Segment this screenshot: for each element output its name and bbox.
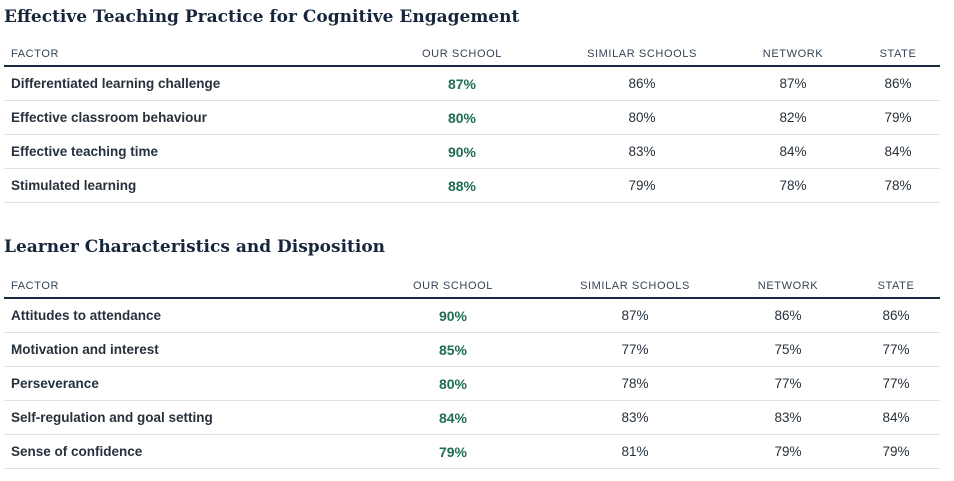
header-network: NETWORK xyxy=(730,43,856,67)
teaching-practice-table: FACTOR OUR SCHOOL SIMILAR SCHOOLS NETWOR… xyxy=(4,43,940,203)
table-row: Self-regulation and goal setting 84% 83%… xyxy=(4,400,940,435)
table-row: Stimulated learning 88% 79% 78% 78% xyxy=(4,168,940,203)
state-cell: 79% xyxy=(856,100,940,135)
table-row: Perseverance 80% 78% 77% 77% xyxy=(4,366,940,401)
our-school-cell: 88% xyxy=(370,168,554,203)
table-header-row: FACTOR OUR SCHOOL SIMILAR SCHOOLS NETWOR… xyxy=(4,43,940,67)
table-header-row: FACTOR OUR SCHOOL SIMILAR SCHOOLS NETWOR… xyxy=(4,275,940,299)
factor-cell: Attitudes to attendance xyxy=(4,298,360,333)
our-school-cell: 90% xyxy=(360,298,546,333)
similar-schools-cell: 80% xyxy=(554,100,730,135)
our-school-cell: 80% xyxy=(360,366,546,401)
header-factor: FACTOR xyxy=(4,43,370,67)
table-row: Motivation and interest 85% 77% 75% 77% xyxy=(4,332,940,367)
our-school-cell: 87% xyxy=(370,66,554,101)
network-cell: 82% xyxy=(730,100,856,135)
network-cell: 79% xyxy=(724,434,852,469)
network-cell: 87% xyxy=(730,66,856,101)
state-cell: 77% xyxy=(852,332,940,367)
table-row: Sense of confidence 79% 81% 79% 79% xyxy=(4,434,940,469)
header-similar-schools: SIMILAR SCHOOLS xyxy=(546,275,724,299)
state-cell: 84% xyxy=(852,400,940,435)
factor-cell: Motivation and interest xyxy=(4,332,360,367)
similar-schools-cell: 77% xyxy=(546,332,724,367)
similar-schools-cell: 87% xyxy=(546,298,724,333)
header-factor: FACTOR xyxy=(4,275,360,299)
state-cell: 84% xyxy=(856,134,940,169)
similar-schools-cell: 78% xyxy=(546,366,724,401)
header-similar-schools: SIMILAR SCHOOLS xyxy=(554,43,730,67)
factor-cell: Perseverance xyxy=(4,366,360,401)
our-school-cell: 79% xyxy=(360,434,546,469)
factor-cell: Differentiated learning challenge xyxy=(4,66,370,101)
table-row: Attitudes to attendance 90% 87% 86% 86% xyxy=(4,298,940,333)
similar-schools-cell: 86% xyxy=(554,66,730,101)
header-network: NETWORK xyxy=(724,275,852,299)
network-cell: 77% xyxy=(724,366,852,401)
table-row: Differentiated learning challenge 87% 86… xyxy=(4,66,940,101)
header-state: STATE xyxy=(852,275,940,299)
state-cell: 77% xyxy=(852,366,940,401)
similar-schools-cell: 81% xyxy=(546,434,724,469)
teaching-practice-section: Effective Teaching Practice for Cognitiv… xyxy=(4,6,940,203)
factor-cell: Sense of confidence xyxy=(4,434,360,469)
section-title: Effective Teaching Practice for Cognitiv… xyxy=(4,7,520,27)
state-cell: 86% xyxy=(856,66,940,101)
network-cell: 86% xyxy=(724,298,852,333)
similar-schools-cell: 83% xyxy=(546,400,724,435)
similar-schools-cell: 83% xyxy=(554,134,730,169)
state-cell: 79% xyxy=(852,434,940,469)
our-school-cell: 90% xyxy=(370,134,554,169)
similar-schools-cell: 79% xyxy=(554,168,730,203)
network-cell: 75% xyxy=(724,332,852,367)
factor-cell: Stimulated learning xyxy=(4,168,370,203)
network-cell: 84% xyxy=(730,134,856,169)
our-school-cell: 84% xyxy=(360,400,546,435)
header-our-school: OUR SCHOOL xyxy=(360,275,546,299)
learner-characteristics-section: Learner Characteristics and Disposition … xyxy=(4,236,940,469)
header-state: STATE xyxy=(856,43,940,67)
state-cell: 78% xyxy=(856,168,940,203)
our-school-cell: 80% xyxy=(370,100,554,135)
factor-cell: Self-regulation and goal setting xyxy=(4,400,360,435)
our-school-cell: 85% xyxy=(360,332,546,367)
network-cell: 78% xyxy=(730,168,856,203)
state-cell: 86% xyxy=(852,298,940,333)
factor-cell: Effective classroom behaviour xyxy=(4,100,370,135)
header-our-school: OUR SCHOOL xyxy=(370,43,554,67)
learner-characteristics-table: FACTOR OUR SCHOOL SIMILAR SCHOOLS NETWOR… xyxy=(4,275,940,469)
table-row: Effective teaching time 90% 83% 84% 84% xyxy=(4,134,940,169)
network-cell: 83% xyxy=(724,400,852,435)
table-row: Effective classroom behaviour 80% 80% 82… xyxy=(4,100,940,135)
factor-cell: Effective teaching time xyxy=(4,134,370,169)
section-title: Learner Characteristics and Disposition xyxy=(4,237,386,257)
